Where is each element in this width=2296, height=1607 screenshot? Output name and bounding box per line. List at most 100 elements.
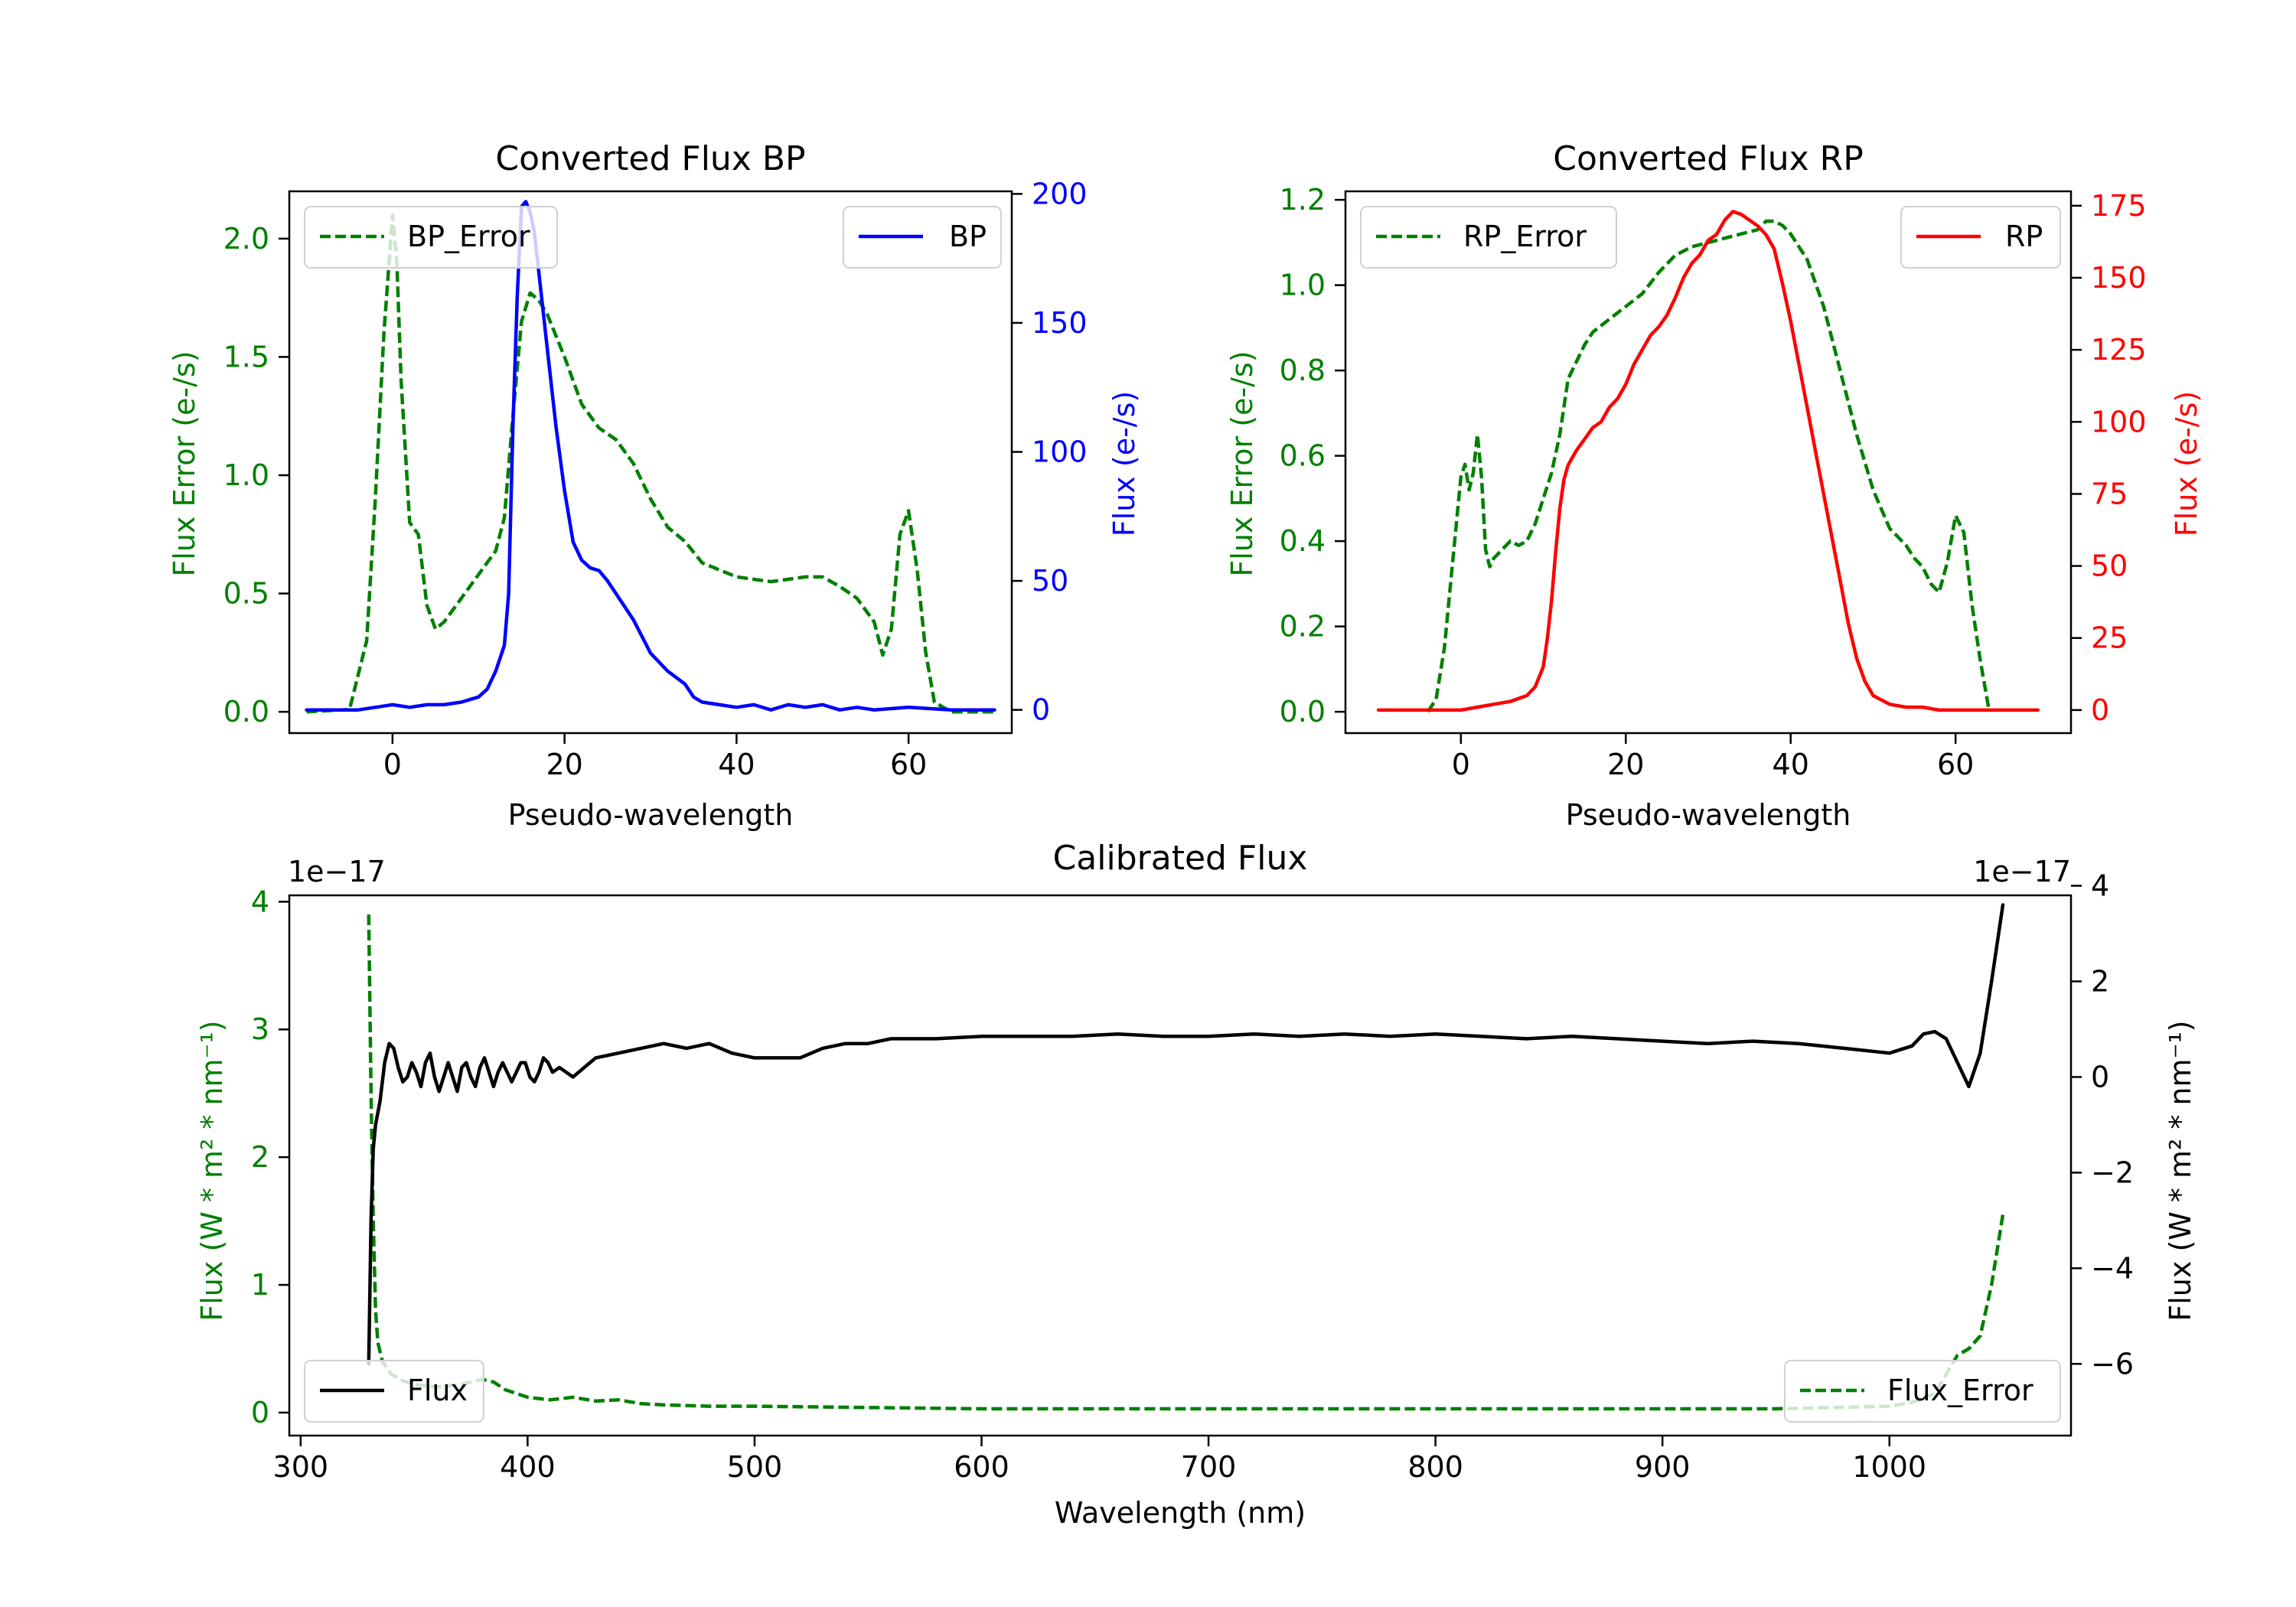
bp-right-tick-label: 0 (1032, 693, 1050, 727)
rp-x-axis-label: Pseudo-wavelength (1566, 798, 1851, 832)
bp-legend-left: BP_Error (304, 206, 558, 269)
calibrated-legend-left: Flux (304, 1360, 484, 1423)
bp-plot-lines (305, 200, 996, 714)
calibrated-legend-left-box (304, 1360, 484, 1423)
rp-right-tick-label: 0 (2091, 693, 2109, 727)
bp-left-tick-label: 0.5 (223, 577, 269, 611)
bp-x-tick-label: 0 (383, 748, 402, 781)
calibrated-right-y-axis-label: Flux (W * m² * nm⁻¹) (2164, 1020, 2197, 1321)
calibrated-right-tick-label: −6 (2091, 1347, 2134, 1380)
calibrated-x-tick-label: 1000 (1852, 1450, 1926, 1484)
rp-left-y-axis-label: Flux Error (e-/s) (1225, 350, 1259, 576)
rp-left-tick-label: 0.2 (1280, 610, 1326, 644)
rp-left-tick-label: 1.2 (1280, 183, 1326, 217)
bp-x-ticks: 0 20 40 60 (383, 733, 927, 781)
rp-chart-title: Converted Flux RP (1553, 139, 1864, 178)
rp-right-tick-label: 100 (2091, 405, 2147, 438)
rp-right-tick-label: 50 (2091, 549, 2128, 583)
rp-right-tick-label: 150 (2091, 261, 2147, 295)
rp-x-tick-label: 20 (1607, 748, 1644, 781)
bp-right-tick-label: 50 (1032, 564, 1068, 598)
bp-series-bp-error (306, 213, 995, 714)
bp-left-tick-label: 2.0 (223, 222, 269, 256)
calibrated-x-tick-label: 300 (273, 1450, 329, 1484)
bp-legend-right: BP (843, 206, 1002, 269)
calibrated-right-tick-label: 2 (2091, 964, 2109, 998)
calibrated-plot-frame (288, 894, 2073, 1437)
bp-x-axis-label: Pseudo-wavelength (508, 798, 794, 832)
bp-right-ticks: 0 50 100 150 200 (1012, 177, 1088, 727)
bp-right-tick-label: 150 (1032, 306, 1088, 340)
bp-legend-right-label: BP (949, 220, 987, 253)
rp-legend-left-box (1360, 206, 1617, 269)
bp-x-tick-label: 20 (546, 748, 582, 781)
bp-right-tick-label: 100 (1032, 435, 1088, 469)
rp-x-tick-label: 0 (1452, 748, 1470, 781)
rp-right-tick-label: 125 (2091, 333, 2147, 367)
calibrated-legend-right-label: Flux_Error (1887, 1374, 2033, 1407)
rp-legend-left: RP_Error (1360, 206, 1617, 269)
calibrated-x-tick-label: 900 (1635, 1450, 1691, 1484)
calibrated-left-y-axis-label: Flux (W * m² * nm⁻¹) (195, 1020, 229, 1321)
rp-left-tick-label: 0.4 (1280, 524, 1326, 558)
calibrated-left-ticks: 0 1 2 3 4 (251, 885, 289, 1429)
rp-legend-right-label: RP (2005, 220, 2043, 253)
calibrated-series-flux-error (367, 914, 2005, 1411)
rp-right-tick-label: 25 (2091, 621, 2128, 655)
calibrated-left-tick-label: 0 (251, 1396, 269, 1429)
bp-left-tick-label: 1.0 (223, 458, 269, 492)
calibrated-right-tick-label: 0 (2091, 1060, 2109, 1094)
bp-left-tick-label: 0.0 (223, 695, 269, 729)
rp-left-tick-label: 0.6 (1280, 439, 1326, 473)
calibrated-x-tick-label: 400 (500, 1450, 556, 1484)
calibrated-x-tick-label: 500 (727, 1450, 783, 1484)
calibrated-legend-left-label: Flux (407, 1374, 468, 1407)
calibrated-plot-lines (367, 903, 2005, 1411)
calibrated-right-offset-label: 1e−17 (1973, 855, 2071, 888)
bp-legend-left-label: BP_Error (407, 220, 530, 253)
calibrated-x-tick-label: 600 (954, 1450, 1009, 1484)
calibrated-left-tick-label: 4 (251, 885, 269, 918)
calibrated-left-tick-label: 3 (251, 1012, 269, 1046)
bp-plot-frame (288, 190, 1013, 735)
calibrated-legend-right-box (1784, 1360, 2061, 1423)
rp-left-tick-label: 0.8 (1280, 354, 1326, 387)
rp-x-tick-label: 60 (1937, 748, 1974, 781)
bp-left-ticks: 0.0 0.5 1.0 1.5 2.0 (223, 222, 289, 729)
bp-panel: Converted Flux BP Pseudo-wavelength Flux… (168, 139, 1141, 832)
calibrated-left-tick-label: 2 (251, 1140, 269, 1174)
rp-plot-frame (1344, 190, 2073, 735)
bp-series-bp (305, 200, 996, 712)
calibrated-right-tick-label: 4 (2091, 869, 2109, 903)
calibrated-left-offset-label: 1e−17 (288, 855, 386, 888)
rp-right-ticks: 0 25 50 75 100 125 150 175 (2071, 189, 2147, 727)
calibrated-x-axis-label: Wavelength (nm) (1055, 1496, 1306, 1530)
rp-right-tick-label: 175 (2091, 189, 2147, 223)
bp-legend-left-box (304, 206, 558, 269)
rp-x-ticks: 0 20 40 60 (1452, 733, 1974, 781)
calibrated-right-tick-label: −2 (2091, 1156, 2134, 1189)
calibrated-chart-title: Calibrated Flux (1053, 839, 1308, 878)
calibrated-x-tick-label: 700 (1181, 1450, 1237, 1484)
rp-right-tick-label: 75 (2091, 477, 2128, 510)
calibrated-x-ticks: 300 400 500 600 700 800 900 1000 (273, 1436, 1926, 1484)
rp-panel: Converted Flux RP Pseudo-wavelength Flux… (1225, 139, 2203, 832)
bp-x-tick-label: 40 (718, 748, 755, 781)
rp-legend-right: RP (1900, 206, 2061, 269)
calibrated-left-tick-label: 1 (251, 1268, 269, 1302)
calibrated-right-tick-label: −4 (2091, 1251, 2134, 1285)
bp-chart-title: Converted Flux BP (495, 139, 805, 178)
bp-right-tick-label: 200 (1032, 177, 1088, 210)
rp-series-rp (1376, 210, 2040, 712)
rp-left-tick-label: 1.0 (1280, 269, 1326, 302)
calibrated-legend-right: Flux_Error (1784, 1360, 2061, 1423)
rp-right-y-axis-label: Flux (e-/s) (2170, 391, 2203, 536)
calibrated-panel: Calibrated Flux 1e−17 1e−17 Wavelength (… (195, 839, 2197, 1530)
bp-left-tick-label: 1.5 (223, 340, 269, 373)
rp-plot-lines (1376, 210, 2040, 713)
rp-legend-left-label: RP_Error (1463, 220, 1587, 253)
rp-x-tick-label: 40 (1773, 748, 1809, 781)
rp-left-ticks: 0.0 0.2 0.4 0.6 0.8 1.0 1.2 (1280, 183, 1345, 729)
bp-left-y-axis-label: Flux Error (e-/s) (168, 350, 201, 576)
